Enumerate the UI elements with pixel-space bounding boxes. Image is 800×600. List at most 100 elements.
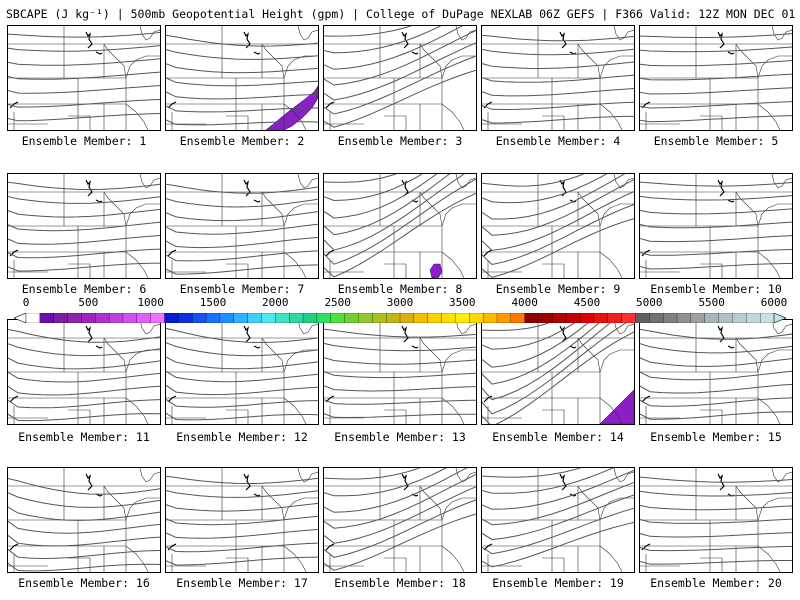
colorbar-swatch <box>205 312 221 324</box>
state-boundary <box>700 409 723 424</box>
height-contour <box>8 31 160 38</box>
height-contour <box>640 101 792 109</box>
height-contour <box>482 34 634 42</box>
state-boundary <box>261 43 285 79</box>
member-map-panel <box>481 319 635 425</box>
state-boundary <box>455 320 476 335</box>
lake-outline <box>9 249 19 257</box>
colorbar-tick-label: 2000 <box>262 296 289 309</box>
state-boundary <box>384 557 407 572</box>
height-contour <box>166 264 318 275</box>
height-contour <box>640 504 792 511</box>
height-contour <box>166 63 318 74</box>
member-map <box>8 26 160 130</box>
state-boundary <box>757 251 781 278</box>
lake-outline <box>401 473 409 491</box>
state-boundary <box>700 115 723 130</box>
height-contour <box>324 357 476 365</box>
height-contour <box>324 513 476 571</box>
lake-outline <box>325 249 335 257</box>
height-contour <box>8 343 160 357</box>
colorbar-swatch <box>496 312 512 324</box>
state-boundary <box>125 55 160 79</box>
lake-outline <box>559 31 567 49</box>
colorbar-swatch <box>649 312 664 324</box>
height-contour <box>8 45 160 52</box>
colorbar-swatch <box>358 312 373 324</box>
state-boundary <box>757 203 792 227</box>
lake-outline <box>167 101 177 109</box>
member-map-panel <box>323 173 477 279</box>
state-boundary <box>226 115 249 130</box>
lake-outline <box>253 51 261 55</box>
member-map <box>324 320 476 424</box>
height-contour <box>324 26 442 54</box>
member-caption: Ensemble Member: 11 <box>18 430 150 444</box>
lake-outline <box>243 179 251 197</box>
colorbar-swatch <box>233 312 249 324</box>
state-boundary <box>441 103 465 130</box>
state-boundary <box>542 557 565 572</box>
lake-outline <box>85 31 93 49</box>
member-map <box>8 320 160 424</box>
state-boundary <box>455 26 476 41</box>
height-contour <box>482 48 634 56</box>
height-contour <box>8 506 160 521</box>
state-boundary <box>542 263 565 278</box>
lake-outline <box>401 179 409 197</box>
height-contour <box>166 105 318 113</box>
lake-outline <box>727 51 735 55</box>
height-contour <box>482 468 615 494</box>
height-contour <box>324 499 476 558</box>
state-boundary <box>735 43 759 79</box>
colorbar-swatch <box>330 312 346 324</box>
colorbar-tick-label: 3000 <box>386 296 414 309</box>
height-contour <box>482 320 615 401</box>
colorbar-swatch <box>663 312 678 324</box>
state-boundary <box>297 174 318 189</box>
state-boundary <box>700 263 723 278</box>
lake-outline <box>411 51 419 55</box>
lake-outline <box>401 31 409 49</box>
colorbar-swatch <box>385 312 401 324</box>
height-contour <box>166 556 318 566</box>
colorbar-swatch <box>510 312 526 324</box>
height-contour <box>8 195 160 204</box>
state-boundary <box>613 320 634 335</box>
colorbar-tick-label: 5000 <box>636 296 663 309</box>
state-boundary <box>735 337 759 373</box>
height-contour <box>482 74 634 83</box>
state-boundary <box>441 251 465 278</box>
state-boundary <box>139 26 160 41</box>
lake-outline <box>167 249 177 257</box>
colorbar-tick-label: 5500 <box>698 296 725 309</box>
height-contour <box>8 399 160 409</box>
height-contour <box>640 476 792 483</box>
height-contour <box>166 119 318 126</box>
state-boundary <box>599 55 634 79</box>
height-contour <box>482 174 626 220</box>
colorbar-swatch <box>108 312 124 324</box>
height-contour <box>8 112 160 122</box>
colorbar-swatch <box>607 312 623 324</box>
height-contour <box>324 174 451 236</box>
cape-shading <box>599 389 634 424</box>
member-caption: Ensemble Member: 1 <box>21 134 147 148</box>
height-contour <box>324 473 476 529</box>
lake-outline <box>253 493 261 497</box>
height-contour <box>640 545 792 552</box>
colorbar-swatch <box>718 312 733 324</box>
height-contour <box>166 515 318 526</box>
colorbar-low-arrow <box>13 312 27 324</box>
height-contour <box>482 469 634 510</box>
state-boundary <box>103 43 127 79</box>
state-boundary <box>384 115 407 130</box>
member-map <box>324 468 476 572</box>
state-boundary <box>139 468 160 483</box>
height-contour <box>324 342 476 352</box>
member-caption: Ensemble Member: 17 <box>176 576 308 590</box>
colorbar-swatch <box>482 312 498 324</box>
colorbar-swatch <box>566 312 581 324</box>
state-boundary <box>68 263 91 278</box>
lake-outline <box>411 345 419 349</box>
